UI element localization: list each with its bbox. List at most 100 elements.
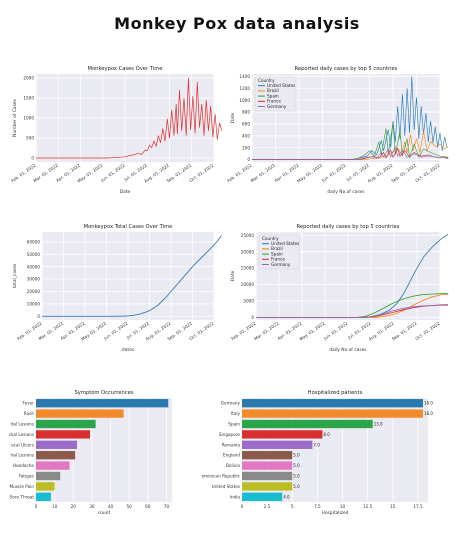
- x-axis-label: Date: [120, 189, 131, 195]
- x-tick-label: Oct. 01, 2022: [188, 321, 215, 342]
- x-tick-label: 70: [164, 504, 170, 509]
- category-label: Rash: [24, 411, 35, 416]
- x-tick-label: Mar. 01, 2022: [253, 321, 280, 342]
- bar: [36, 451, 76, 460]
- category-label: Germany: [221, 401, 241, 406]
- y-tick-label: 20000: [241, 249, 255, 254]
- y-tick-label: 600: [242, 122, 250, 127]
- bar: [36, 409, 124, 418]
- legend-label: Brazil: [267, 88, 279, 93]
- chart-title: Reported daily cases by top 5 countries: [297, 224, 400, 230]
- category-label: India: [230, 494, 241, 499]
- x-tick-label: Feb. 01, 2022: [226, 163, 253, 184]
- y-tick-label: 2000: [23, 76, 34, 81]
- bar: [36, 419, 96, 429]
- y-tick-label: 10000: [241, 282, 255, 287]
- x-tick-label: Oct. 01, 2022: [188, 163, 215, 184]
- series-line: [42, 235, 222, 317]
- legend-label: France: [271, 257, 285, 262]
- x-tick-label: 0: [35, 504, 38, 509]
- symptoms-chart: Symptom Occurrences 0 10 20 30 40 50 60 70 count F…: [9, 390, 172, 516]
- category-label: England: [223, 453, 240, 458]
- category-label: Muscle Pain: [9, 484, 34, 489]
- daily-top5-chart: Reported daily cases by top 5 countries 0…: [226, 66, 449, 195]
- bar: [242, 419, 373, 429]
- bar: [242, 471, 293, 481]
- x-tick-label: 7.5: [314, 504, 321, 509]
- bar: [242, 492, 283, 501]
- x-tick-label: 40: [108, 504, 114, 509]
- data-label: 5.0: [293, 453, 300, 458]
- category-label: Romania: [222, 442, 241, 447]
- data-label: 5.0: [293, 463, 300, 468]
- bar: [36, 399, 169, 408]
- y-tick-label: 1400: [239, 74, 250, 79]
- data-label: 7.0: [313, 442, 320, 447]
- x-tick-label: Oct. 01, 2022: [414, 163, 441, 184]
- bar: [242, 482, 293, 491]
- x-tick-label: 12.5: [363, 504, 373, 509]
- x-tick-label: May. 01, 2022: [296, 163, 323, 184]
- x-tick-label: 15: [390, 504, 396, 509]
- y-tick-label: 1200: [239, 86, 250, 91]
- y-tick-label: 25000: [241, 233, 255, 238]
- y-tick-label: 1000: [23, 116, 34, 121]
- series-line: [256, 293, 449, 318]
- series-line: [252, 145, 449, 160]
- bar: [36, 482, 55, 491]
- x-tick-label: May. 01, 2022: [76, 163, 103, 184]
- x-tick-label: 2.5: [264, 504, 271, 509]
- y-tick-label: 5000: [243, 299, 254, 304]
- total-cases-chart: Monkeypox Total Cases Over Time 0 10000 200…: [12, 224, 222, 353]
- y-tick-label: 200: [242, 145, 250, 150]
- chart-title: Hospitalized patients: [308, 390, 363, 396]
- x-tick-label: 0: [241, 504, 244, 509]
- data-label: 5.0: [293, 484, 300, 489]
- legend-label: Spain: [267, 93, 279, 98]
- x-tick-label: 60: [145, 504, 151, 509]
- chart-title: Monkeypox Cases Over Time: [88, 66, 163, 72]
- y-tick-label: 10000: [27, 301, 41, 306]
- y-axis-label: Date: [230, 112, 236, 123]
- category-label: Fever: [22, 401, 34, 406]
- category-label: Fatigue: [19, 474, 35, 479]
- y-tick-label: 40000: [27, 264, 41, 269]
- chart-title: Monkeypox Total Cases Over Time: [84, 224, 173, 230]
- chart-title: Reported daily cases by top 5 countries: [295, 66, 398, 72]
- x-axis-label: daily No.of cases: [329, 347, 367, 353]
- series-line: [256, 293, 449, 318]
- bar: [242, 461, 293, 470]
- x-axis-label: dates: [122, 347, 135, 353]
- y-axis-label: total_cases: [12, 263, 18, 288]
- category-label: ucal Ulcers: [11, 442, 34, 447]
- category-label: Bolivia: [226, 463, 240, 468]
- bar: [36, 492, 51, 501]
- bar: [36, 471, 61, 481]
- legend-title: Country: [262, 236, 279, 241]
- bar: [36, 430, 91, 439]
- category-label: Headache: [13, 463, 34, 468]
- data-label: 4.0: [283, 494, 290, 499]
- data-label: 8.0: [323, 432, 330, 437]
- data-label: 5.0: [293, 474, 300, 479]
- y-axis-label: Number of Cases: [12, 98, 18, 136]
- y-tick-label: 0: [31, 156, 34, 161]
- x-tick-label: Sep. 01, 2022: [391, 321, 418, 342]
- category-label: Italy: [231, 411, 241, 416]
- y-tick-label: 50000: [27, 252, 41, 257]
- x-tick-label: 10: [340, 504, 346, 509]
- series-line: [252, 122, 449, 160]
- x-tick-label: 17.5: [413, 504, 423, 509]
- bar: [242, 440, 313, 449]
- legend-label: Germany: [267, 104, 287, 109]
- y-tick-label: 1500: [23, 96, 34, 101]
- bar: [242, 409, 423, 418]
- x-tick-label: 5: [291, 504, 294, 509]
- series-line: [36, 77, 223, 159]
- category-label: lral Lesions: [10, 453, 34, 458]
- legend-label: Germany: [271, 262, 291, 267]
- page-title: Monkey Pox data analysis: [114, 14, 360, 33]
- series-line: [252, 76, 448, 160]
- x-tick-label: Jun. 01, 2022: [322, 321, 349, 342]
- x-tick-label: Mar. 01, 2022: [250, 163, 277, 184]
